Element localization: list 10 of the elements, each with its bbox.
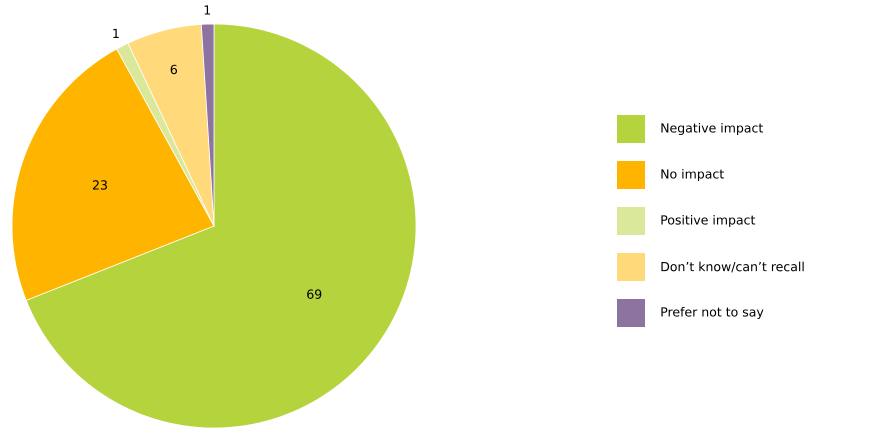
legend-label: Prefer not to say [661, 306, 764, 320]
data-label: 6 [170, 64, 178, 74]
legend-label: Negative impact [661, 122, 763, 136]
data-label: 23 [92, 180, 107, 190]
legend-label: Positive impact [661, 214, 756, 228]
legend-label: Don’t know/can’t recall [661, 262, 804, 272]
data-label: 69 [307, 289, 322, 299]
data-label: 1 [113, 28, 119, 38]
legend-label: No impact [661, 168, 724, 182]
data-label: 1 [204, 5, 210, 15]
